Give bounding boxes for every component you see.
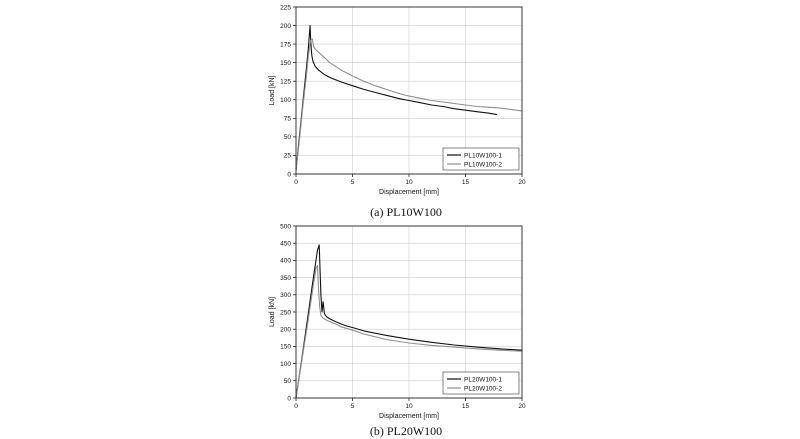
legend-label: PL10W100-1 xyxy=(464,152,502,159)
y-tick-label: 225 xyxy=(280,4,291,11)
x-tick-label: 0 xyxy=(294,179,298,186)
y-tick-label: 125 xyxy=(280,79,291,86)
y-tick-label: 100 xyxy=(280,361,291,368)
x-axis-label: Displacement [mm] xyxy=(379,413,439,420)
legend-box xyxy=(442,371,520,395)
y-tick-label: 400 xyxy=(280,258,291,265)
caption-b: (b) PL20W100 xyxy=(369,424,443,438)
series-line-pl10w100-1 xyxy=(295,25,498,171)
series-line-pl20w100-2 xyxy=(295,265,523,399)
x-tick-label: 10 xyxy=(405,179,413,186)
y-tick-label: 175 xyxy=(280,41,291,48)
legend-label: PL20W100-2 xyxy=(464,385,502,392)
y-tick-label: 50 xyxy=(284,378,292,385)
y-tick-label: 250 xyxy=(280,309,291,316)
x-tick-label: 5 xyxy=(351,403,355,410)
caption-a: (a) PL10W100 xyxy=(370,205,442,219)
y-tick-label: 150 xyxy=(280,60,291,67)
y-tick-label: 200 xyxy=(280,23,291,30)
x-tick-label: 15 xyxy=(462,403,470,410)
y-tick-label: 75 xyxy=(284,116,292,123)
legend-label: PL10W100-2 xyxy=(464,161,502,168)
y-axis-label: Load [kN] xyxy=(269,297,276,327)
chart-pl10w100: 0 5 10 15 200255075100125150175200225Displac… xyxy=(269,4,526,196)
series-line-pl20w100-1 xyxy=(295,244,523,399)
y-tick-label: 50 xyxy=(284,134,292,141)
y-tick-label: 200 xyxy=(280,327,291,334)
chart-pl20w100: 0 5 10 15 20050100150200250300350400450500Di… xyxy=(269,223,526,420)
y-tick-label: 100 xyxy=(280,97,291,104)
y-tick-label: 0 xyxy=(287,171,291,178)
x-axis-label: Displacement [mm] xyxy=(379,189,439,196)
legend-label: PL20W100-1 xyxy=(464,376,502,383)
x-tick-label: 5 xyxy=(351,179,355,186)
legend-box xyxy=(442,147,520,171)
y-tick-label: 150 xyxy=(280,344,291,351)
y-tick-label: 0 xyxy=(287,395,291,402)
x-tick-label: 20 xyxy=(518,403,526,410)
x-tick-label: 15 xyxy=(462,179,470,186)
x-tick-label: 10 xyxy=(405,403,413,410)
y-axis-label: Load [kN] xyxy=(269,75,276,105)
series-line-pl10w100-2 xyxy=(295,38,523,171)
y-tick-label: 300 xyxy=(280,292,291,299)
x-tick-label: 0 xyxy=(294,403,298,410)
y-tick-label: 450 xyxy=(280,241,291,248)
y-tick-label: 500 xyxy=(280,223,291,230)
y-tick-label: 350 xyxy=(280,275,291,282)
x-tick-label: 20 xyxy=(518,179,526,186)
y-tick-label: 25 xyxy=(284,153,292,160)
